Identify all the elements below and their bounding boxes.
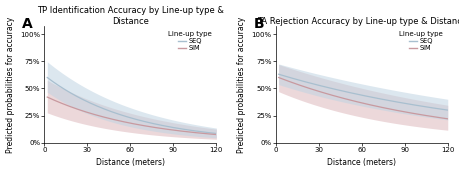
Y-axis label: Predicted probabilities for accuracy: Predicted probabilities for accuracy: [6, 16, 15, 153]
X-axis label: Distance (meters): Distance (meters): [326, 158, 395, 167]
Text: B: B: [253, 17, 263, 31]
X-axis label: Distance (meters): Distance (meters): [95, 158, 164, 167]
Title: TP Identification Accuracy by Line-up type &
Distance: TP Identification Accuracy by Line-up ty…: [37, 6, 224, 26]
Title: TA Rejection Accuracy by Line-up type & Distance: TA Rejection Accuracy by Line-up type & …: [256, 17, 459, 26]
Text: A: A: [22, 17, 33, 31]
Legend: SEQ, SIM: SEQ, SIM: [397, 30, 443, 52]
Y-axis label: Predicted probabilities for accuracy: Predicted probabilities for accuracy: [236, 16, 246, 153]
Legend: SEQ, SIM: SEQ, SIM: [166, 30, 213, 52]
